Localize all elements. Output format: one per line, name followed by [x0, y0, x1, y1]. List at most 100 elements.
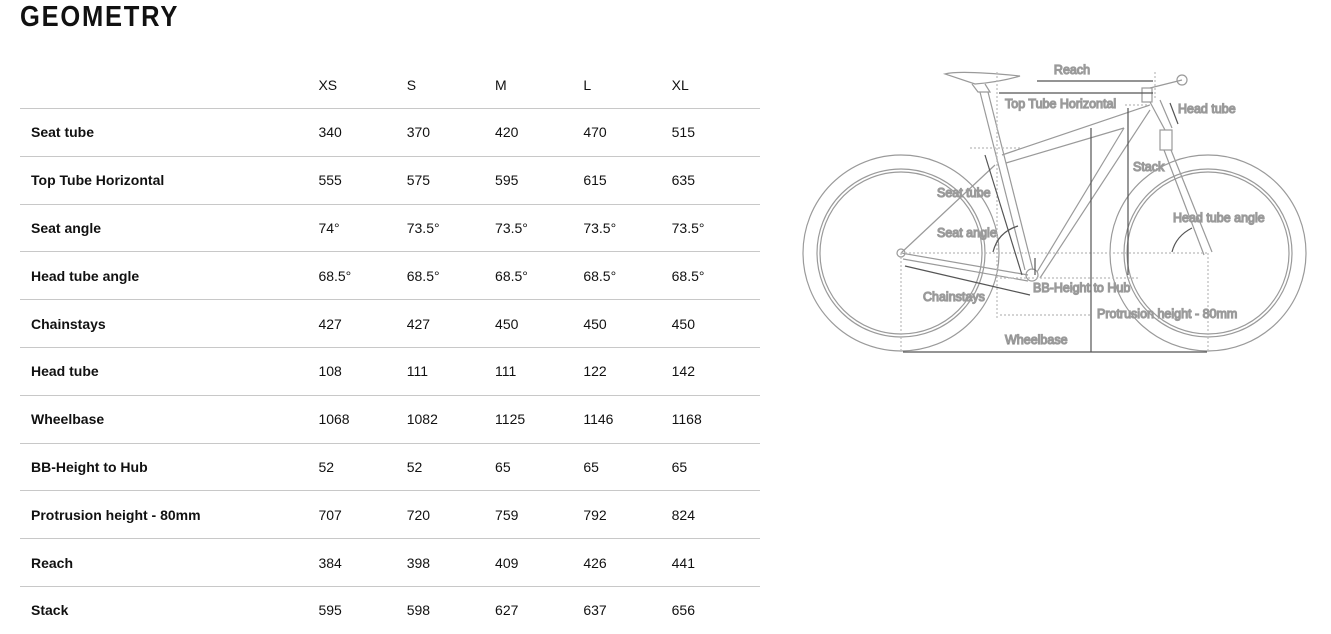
- geometry-table: XS S M L XL Seat tube 340 370 420 470 515 Top …: [20, 62, 760, 634]
- row-value: 65: [583, 443, 672, 492]
- row-value: 470: [583, 108, 672, 157]
- label-head-tube-angle: Head tube angle: [1173, 211, 1265, 225]
- row-label: Stack: [31, 602, 69, 619]
- table-row: Head tube 108 111 111 122 142: [20, 347, 760, 396]
- header-size: L: [583, 62, 672, 109]
- row-value: 450: [495, 299, 584, 348]
- row-value: 68.5°: [671, 251, 760, 301]
- row-label: Seat angle: [20, 204, 319, 253]
- label-chainstays: Chainstays: [923, 290, 985, 304]
- row-value: 74°: [318, 204, 407, 253]
- row-label: Reach: [20, 538, 319, 587]
- row-label: Protrusion height - 80mm: [20, 490, 319, 540]
- row-value: 73.5°: [583, 204, 672, 253]
- row-label: Head tube: [20, 347, 319, 396]
- bike-geometry-diagram: Reach Top Tube Horizontal Head tube Stac…: [802, 62, 1307, 353]
- row-label: Seat tube: [20, 108, 319, 157]
- page-title: GEOMETRY: [20, 1, 180, 33]
- label-reach: Reach: [1054, 63, 1090, 77]
- table-row: Wheelbase 1068 1082 1125 1146 1168: [20, 395, 760, 444]
- row-value: 111: [406, 347, 496, 396]
- table-row: Reach 384 398 409 426 441: [20, 538, 760, 587]
- row-value: 635: [671, 156, 760, 205]
- row-value: 68.5°: [495, 251, 584, 301]
- dimension-arrows: [903, 80, 1207, 353]
- table-row: Seat angle 74° 73.5° 73.5° 73.5° 73.5°: [20, 204, 760, 253]
- row-value: 555: [318, 156, 407, 205]
- table-row: Chainstays 427 427 450 450 450: [20, 299, 760, 348]
- row-value: 68.5°: [583, 251, 672, 301]
- row-value: 515: [671, 108, 760, 157]
- row-value: 427: [406, 299, 496, 348]
- row-value: 122: [583, 347, 672, 396]
- row-value: 398: [406, 538, 496, 587]
- row-value: 450: [671, 299, 760, 348]
- row-value: 420: [495, 108, 584, 157]
- row-value: 1146: [583, 395, 672, 444]
- row-value: 73.5°: [406, 204, 496, 253]
- row-value: 73.5°: [495, 204, 584, 253]
- row-label: BB-Height to Hub: [20, 443, 319, 492]
- row-value: 426: [583, 538, 672, 587]
- frame: [896, 71, 1213, 282]
- label-stack: Stack: [1133, 160, 1165, 174]
- row-value: 68.5°: [406, 251, 496, 301]
- row-value: 615: [583, 156, 672, 205]
- row-value: 450: [583, 299, 672, 348]
- row-value: 637: [583, 602, 607, 619]
- row-value: 759: [495, 490, 584, 540]
- row-value: 73.5°: [671, 204, 760, 253]
- row-value: 1125: [495, 395, 584, 444]
- row-value: 792: [583, 490, 672, 540]
- row-value: 824: [671, 490, 760, 540]
- row-value: 598: [406, 602, 431, 619]
- row-value: 68.5°: [318, 251, 407, 301]
- label-protrusion: Protrusion height - 80mm: [1097, 307, 1237, 321]
- row-value: 52: [318, 443, 407, 492]
- row-value: 1068: [318, 395, 407, 444]
- dimension-guides: [900, 72, 1209, 352]
- table-header-row: XS S M L XL: [20, 62, 760, 109]
- label-seat-tube: Seat tube: [937, 186, 991, 200]
- table-row: Head tube angle 68.5° 68.5° 68.5° 68.5° 68.5°: [20, 251, 760, 301]
- row-value: 409: [495, 538, 584, 587]
- row-label: Wheelbase: [20, 395, 319, 444]
- header-size: XL: [671, 62, 760, 109]
- row-value: 65: [495, 443, 584, 492]
- label-bb-height: BB-Height to Hub: [1033, 281, 1130, 295]
- row-value: 108: [318, 347, 407, 396]
- row-value: 595: [318, 602, 342, 619]
- row-label: Head tube angle: [20, 251, 319, 301]
- header-size: XS: [318, 62, 407, 109]
- row-value: 575: [406, 156, 496, 205]
- row-value: 1168: [671, 395, 760, 444]
- row-value: 720: [406, 490, 496, 540]
- header-size: S: [406, 62, 496, 109]
- row-value: 595: [495, 156, 584, 205]
- row-value: 340: [318, 108, 407, 157]
- row-value: 370: [406, 108, 496, 157]
- table-row: Protrusion height - 80mm 707 720 759 792 824: [20, 490, 760, 540]
- table-row: Top Tube Horizontal 555 575 595 615 635: [20, 156, 760, 205]
- row-label: Chainstays: [20, 299, 319, 348]
- row-value: 707: [318, 490, 407, 540]
- row-value: 65: [671, 443, 760, 492]
- label-top-tube: Top Tube Horizontal: [1005, 97, 1116, 111]
- row-value: 1082: [406, 395, 496, 444]
- row-value: 427: [318, 299, 407, 348]
- table-row: BB-Height to Hub 52 52 65 65 65: [20, 443, 760, 492]
- row-value: 142: [671, 347, 760, 396]
- row-value: 111: [495, 347, 584, 396]
- table-row: Seat tube 340 370 420 470 515: [20, 108, 760, 157]
- label-head-tube: Head tube: [1178, 102, 1236, 116]
- row-label: Top Tube Horizontal: [20, 156, 319, 205]
- table-row: Stack 595 598 627 637 656: [20, 586, 760, 633]
- row-value: 384: [318, 538, 407, 587]
- row-value: 627: [495, 602, 519, 619]
- header-size: M: [495, 62, 584, 109]
- row-value: 656: [671, 602, 695, 619]
- row-value: 441: [671, 538, 760, 587]
- row-value: 52: [406, 443, 496, 492]
- label-seat-angle: Seat angle: [937, 226, 997, 240]
- label-wheelbase: Wheelbase: [1005, 333, 1068, 347]
